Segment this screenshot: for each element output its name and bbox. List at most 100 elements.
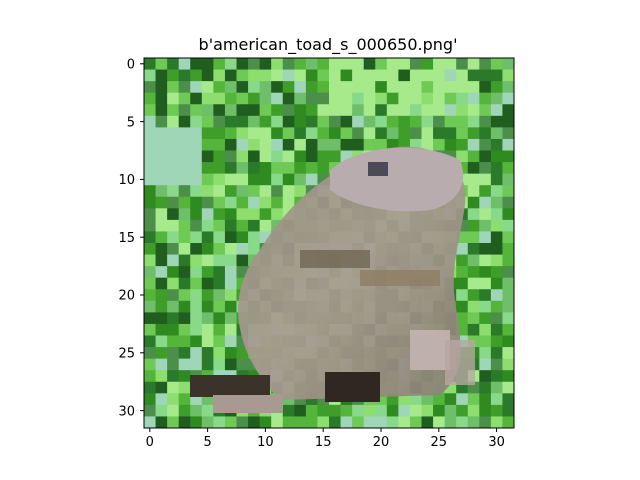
background-pixel — [190, 185, 203, 198]
background-pixel — [294, 58, 307, 71]
background-pixel — [167, 173, 180, 186]
background-pixel — [167, 335, 180, 348]
background-pixel — [467, 173, 480, 186]
background-pixel — [375, 127, 388, 140]
background-pixel — [155, 150, 168, 163]
background-pixel — [224, 58, 238, 71]
background-pixel — [213, 254, 226, 267]
background-pixel — [167, 323, 180, 337]
y-tick: 10 — [118, 173, 144, 188]
background-pixel — [155, 416, 168, 428]
background-pixel — [213, 277, 226, 290]
x-tick-label: 15 — [315, 435, 332, 450]
background-pixel — [340, 404, 353, 418]
background-pixel — [213, 347, 226, 360]
background-pixel — [155, 69, 168, 82]
background-pixel — [467, 393, 480, 406]
background-pixel — [190, 138, 203, 152]
background-pixel — [467, 92, 480, 105]
background-pixel — [178, 381, 191, 394]
y-tick-label: 25 — [118, 347, 135, 362]
background-pixel — [144, 335, 157, 348]
background-pixel — [271, 138, 284, 152]
background-pixel — [479, 173, 492, 186]
background-pixel — [155, 208, 168, 221]
background-pixel — [213, 289, 226, 302]
background-pixel — [375, 58, 388, 71]
background-pixel — [190, 300, 203, 313]
background-pixel — [363, 92, 376, 105]
background-pixel — [190, 81, 203, 94]
background-pixel — [433, 138, 446, 152]
background-pixel — [213, 150, 226, 163]
background-pixel — [201, 127, 214, 140]
background-pixel — [317, 115, 330, 128]
background-pixel — [502, 185, 514, 198]
background-pixel — [329, 92, 342, 105]
background-pixel — [490, 81, 504, 94]
background-pixel — [224, 300, 238, 313]
background-pixel — [178, 81, 191, 94]
background-pixel — [167, 243, 180, 256]
background-pixel — [190, 69, 203, 82]
background-pixel — [271, 115, 284, 128]
background-pixel — [178, 115, 191, 128]
background-pixel — [329, 104, 342, 117]
background-pixel — [213, 92, 226, 105]
background-pixel — [155, 358, 168, 371]
y-tick-label: 5 — [127, 115, 135, 130]
background-pixel — [236, 104, 249, 117]
background-pixel — [490, 347, 504, 360]
background-pixel — [155, 162, 168, 175]
background-pixel — [479, 219, 492, 233]
background-pixel — [178, 208, 191, 221]
background-pixel — [236, 150, 249, 163]
background-pixel — [167, 58, 180, 71]
background-pixel — [259, 150, 272, 163]
background-pixel — [398, 115, 411, 128]
background-pixel — [467, 254, 480, 267]
background-pixel — [317, 69, 330, 82]
background-pixel — [155, 127, 168, 140]
background-pixel — [317, 104, 330, 117]
background-pixel — [317, 127, 330, 140]
background-pixel — [294, 416, 307, 428]
background-pixel — [213, 312, 226, 325]
background-pixel — [490, 185, 504, 198]
y-tick: 5 — [127, 115, 144, 130]
background-pixel — [386, 104, 399, 117]
background-pixel — [479, 196, 492, 209]
background-pixel — [317, 404, 330, 418]
background-pixel — [305, 162, 319, 175]
background-pixel — [490, 289, 504, 302]
background-pixel — [178, 173, 191, 186]
background-pixel — [409, 92, 423, 105]
background-pixel — [167, 300, 180, 313]
background-pixel — [375, 104, 388, 117]
background-pixel — [155, 393, 168, 406]
background-pixel — [213, 231, 226, 244]
background-pixel — [502, 173, 514, 186]
background-pixel — [363, 404, 376, 418]
background-pixel — [224, 266, 238, 279]
background-pixel — [282, 150, 295, 163]
background-pixel — [155, 381, 168, 394]
background-pixel — [352, 138, 365, 152]
background-pixel — [178, 196, 191, 209]
background-pixel — [456, 138, 469, 152]
background-pixel — [305, 58, 319, 71]
background-pixel — [178, 138, 191, 152]
background-pixel — [224, 335, 238, 348]
background-pixel — [213, 115, 226, 128]
background-pixel — [305, 416, 319, 428]
background-pixel — [467, 300, 480, 313]
background-pixel — [409, 115, 423, 128]
background-pixel — [467, 416, 480, 428]
background-pixel — [167, 231, 180, 244]
background-pixel — [479, 335, 492, 348]
background-pixel — [178, 416, 191, 428]
y-tick: 30 — [118, 404, 144, 419]
background-pixel — [178, 162, 191, 175]
background-pixel — [236, 347, 249, 360]
x-tick: 5 — [203, 428, 212, 450]
